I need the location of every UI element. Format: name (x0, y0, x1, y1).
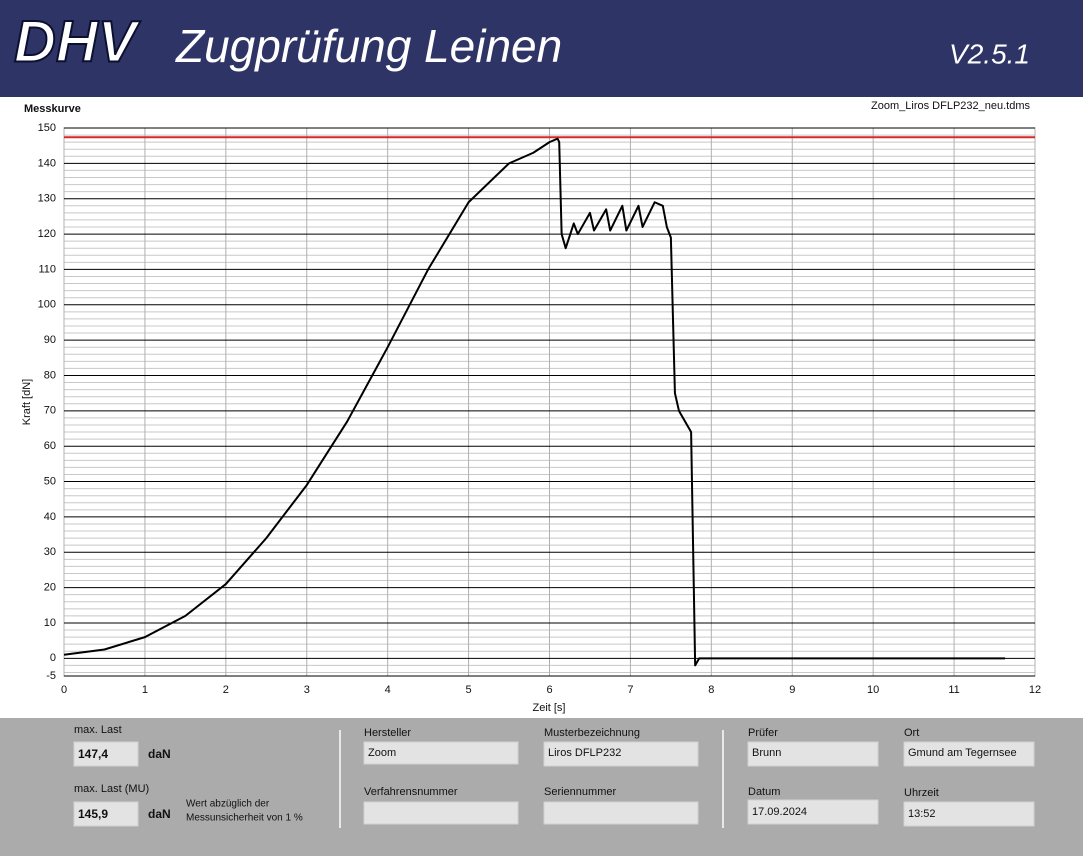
x-tick-label: 9 (789, 684, 795, 696)
label: max. Last (74, 724, 122, 736)
field[interactable] (903, 801, 1035, 827)
field-value: 17.09.2024 (752, 806, 807, 818)
note: Messunsicherheit von 1 % (186, 813, 303, 824)
y-tick-label: 90 (44, 334, 56, 346)
x-tick-label: 8 (708, 684, 714, 696)
unit: daN (148, 747, 171, 761)
y-tick-label: 140 (38, 157, 56, 169)
label: Ort (904, 727, 919, 739)
y-tick-label: 120 (38, 228, 56, 240)
file-name: Zoom_Liros DFLP232_neu.tdms (871, 100, 1030, 112)
field[interactable] (747, 799, 879, 825)
y-tick-label: 30 (44, 546, 56, 558)
y-tick-label: 20 (44, 582, 56, 594)
field[interactable] (747, 741, 879, 767)
label: Verfahrensnummer (364, 786, 458, 798)
y-tick-label: 130 (38, 193, 56, 205)
plot: 0 1 2 3 4 5 6 7 8 9 10 11 12-50102030405060708090100… (38, 122, 1041, 696)
x-tick-label: 10 (867, 684, 879, 696)
field[interactable] (363, 801, 519, 825)
x-tick-label: 2 (223, 684, 229, 696)
field-value: 13:52 (908, 808, 936, 820)
value-box (73, 801, 139, 827)
unit: daN (148, 807, 171, 821)
field-value: Zoom (368, 747, 396, 759)
y-tick-label: -5 (46, 670, 56, 682)
header-bar (0, 0, 1083, 97)
field[interactable] (363, 741, 519, 765)
x-tick-label: 1 (142, 684, 148, 696)
field-value: Gmund am Tegernsee (908, 747, 1017, 759)
label: Seriennummer (544, 786, 616, 798)
y-tick-label: 10 (44, 617, 56, 629)
y-tick-label: 110 (38, 263, 56, 275)
x-tick-label: 3 (304, 684, 310, 696)
label: Uhrzeit (904, 787, 939, 799)
field-value: Brunn (752, 747, 781, 759)
app-title: Zugprüfung Leinen (175, 20, 562, 72)
value: 147,4 (78, 747, 108, 761)
y-tick-label: 50 (44, 475, 56, 487)
label: Datum (748, 786, 780, 798)
info-panel (0, 718, 1083, 856)
force-curve (63, 137, 1006, 667)
y-tick-label: 60 (44, 440, 56, 452)
logo: DHV (14, 9, 141, 74)
y-tick-label: 80 (44, 369, 56, 381)
label: max. Last (MU) (74, 783, 149, 795)
x-tick-label: 7 (627, 684, 633, 696)
label: Hersteller (364, 727, 411, 739)
x-tick-label: 4 (385, 684, 391, 696)
label: Prüfer (748, 727, 778, 739)
note: Wert abzüglich der (186, 799, 270, 810)
label: Musterbezeichnung (544, 727, 640, 739)
field[interactable] (543, 741, 699, 767)
value: 145,9 (78, 807, 108, 821)
y-tick-label: 150 (38, 122, 56, 134)
x-tick-label: 11 (948, 684, 959, 696)
chart-title: Messkurve (24, 103, 81, 115)
field[interactable] (903, 741, 1035, 767)
y-tick-label: 70 (44, 405, 56, 417)
value-box (73, 741, 139, 767)
y-tick-label: 0 (50, 652, 56, 664)
x-tick-label: 12 (1029, 684, 1041, 696)
version: V2.5.1 (949, 38, 1030, 69)
x-tick-label: 0 (61, 684, 67, 696)
x-axis-label: Zeit [s] (532, 702, 565, 714)
y-tick-label: 100 (38, 299, 56, 311)
y-tick-label: 40 (44, 511, 56, 523)
y-axis-label: Kraft [dN] (21, 379, 33, 425)
field[interactable] (543, 801, 699, 825)
x-tick-label: 6 (546, 684, 552, 696)
x-tick-label: 5 (466, 684, 472, 696)
field-value: Liros DFLP232 (548, 747, 621, 759)
